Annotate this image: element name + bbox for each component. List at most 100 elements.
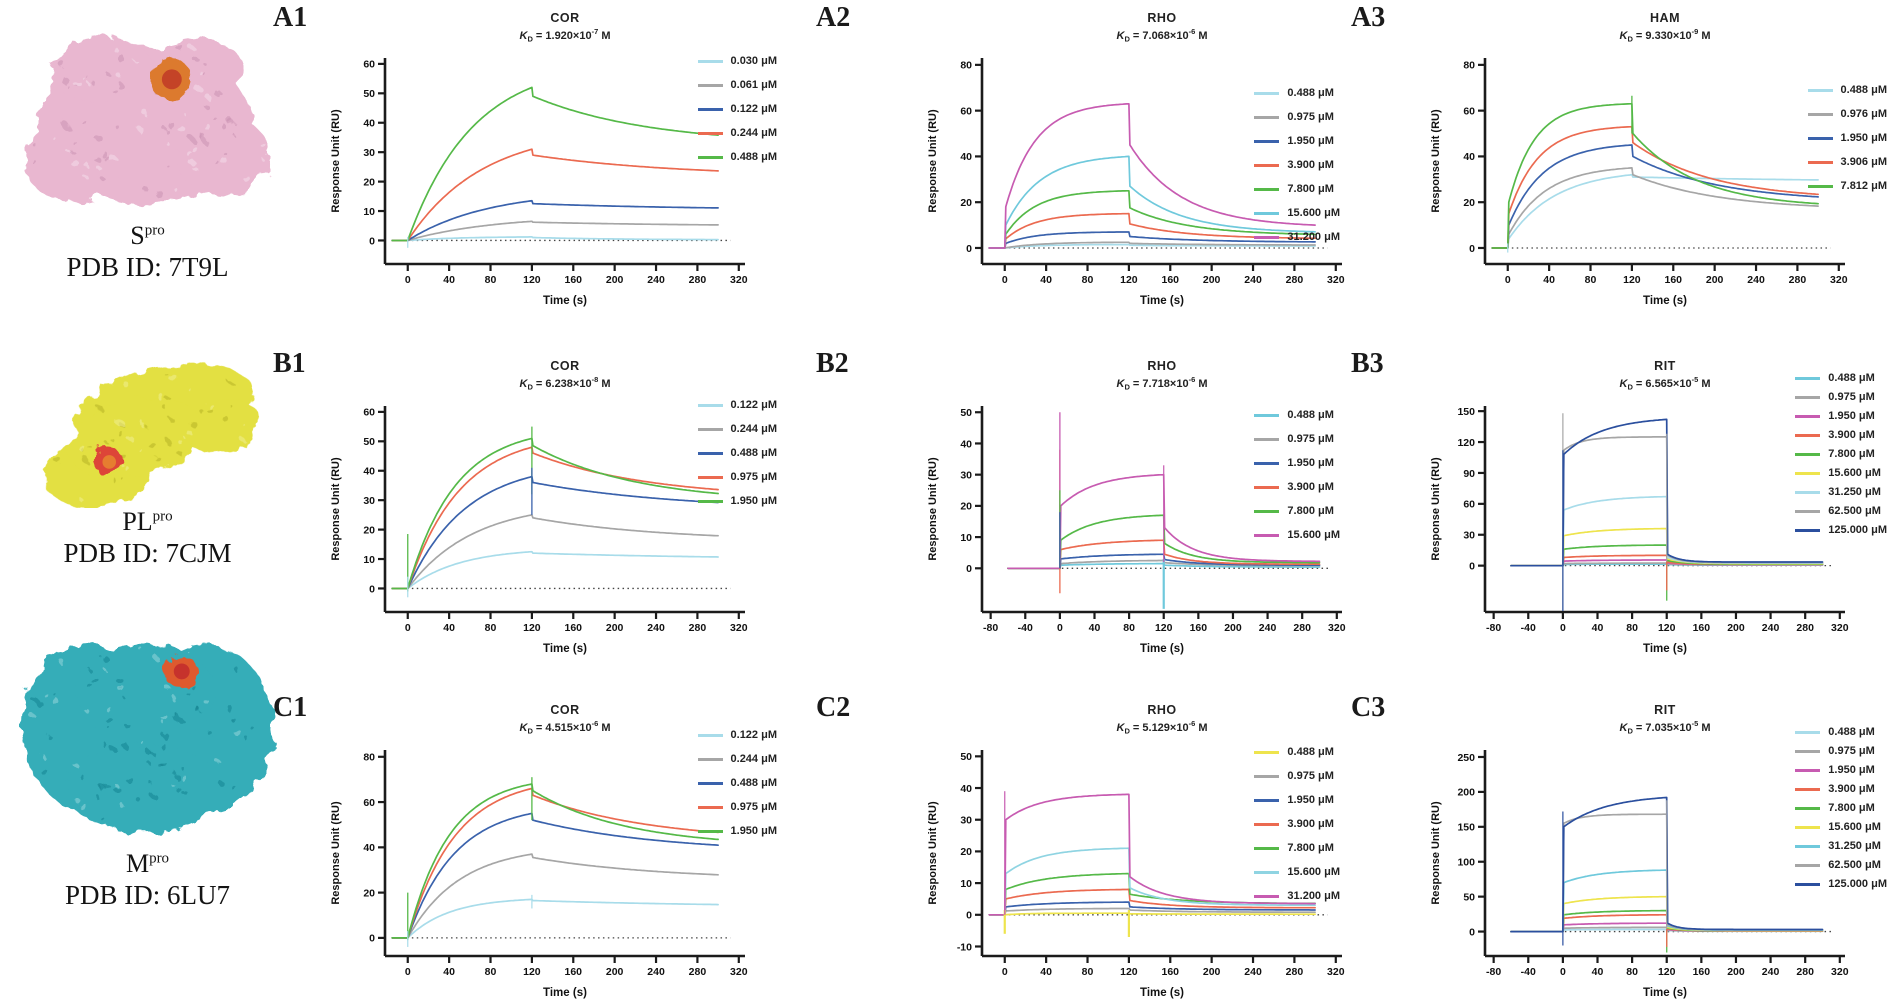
sensorgram-svg: HAM KD = 9.330×10-9 M 0 20 40 60 80 0 40 80 120 160… bbox=[1430, 11, 1848, 307]
legend-item: 0.488 μM bbox=[1254, 410, 1340, 421]
legend-color-swatch bbox=[697, 132, 723, 135]
chart-legend: 0.030 μM 0.061 μM 0.122 μM 0.244 μM 0.488 μM bbox=[697, 55, 777, 176]
legend-color-swatch bbox=[1254, 510, 1280, 513]
chart-title: HAM bbox=[1650, 11, 1680, 25]
y-axis-label: Response Unit (RU) bbox=[1430, 801, 1442, 905]
legend-label: 0.030 μM bbox=[730, 55, 777, 67]
y-tick-label: 30 bbox=[363, 147, 375, 159]
x-tick-label: -80 bbox=[1486, 622, 1501, 634]
legend-item: 7.800 μM bbox=[1254, 506, 1340, 517]
legend-item: 0.030 μM bbox=[697, 55, 777, 67]
sensorgram-curve bbox=[1007, 473, 1321, 570]
sensorgram-panel-a3: A3 HAM KD = 9.330×10-9 M 0 20 40 60 80 0 40 80 120… bbox=[1351, 0, 1899, 318]
legend-item: 125.000 μM bbox=[1795, 525, 1887, 536]
y-tick-label: 10 bbox=[363, 206, 375, 218]
y-axis-label: Response Unit (RU) bbox=[330, 457, 342, 561]
legend-label: 3.900 μM bbox=[1828, 783, 1875, 795]
x-tick-label: 80 bbox=[1082, 274, 1094, 286]
ligand-site bbox=[162, 653, 197, 688]
panel-label: A2 bbox=[816, 2, 851, 33]
legend-color-swatch bbox=[1254, 775, 1280, 778]
chart-legend: 0.488 μM 0.975 μM 1.950 μM 3.900 μM 7.800 μM… bbox=[1795, 727, 1887, 898]
x-tick-label: 0 bbox=[1560, 622, 1566, 634]
x-tick-label: 40 bbox=[1543, 274, 1555, 286]
x-axis-label: Time (s) bbox=[1643, 643, 1687, 655]
sensorgram-panel-b3: B3 RIT KD = 6.565×10-5 M 0 30 60 90 120 150 -80 -… bbox=[1351, 318, 1899, 655]
x-tick-label: 280 bbox=[1796, 622, 1814, 634]
legend-item: 31.250 μM bbox=[1795, 841, 1887, 852]
sensorgram-curve bbox=[391, 437, 719, 590]
sensorgram-curve bbox=[391, 220, 719, 242]
x-axis-label: Time (s) bbox=[543, 295, 587, 307]
y-tick-label: 40 bbox=[960, 151, 972, 163]
x-tick-label: 40 bbox=[1040, 274, 1052, 286]
legend-label: 0.061 μM bbox=[730, 79, 777, 91]
sensorgram-chart: RIT KD = 6.565×10-5 M 0 30 60 90 120 150 -80 -40 0… bbox=[1425, 318, 1899, 663]
ligand-site bbox=[92, 446, 122, 476]
x-tick-label: 160 bbox=[1693, 966, 1711, 978]
legend-label: 15.600 μM bbox=[1287, 207, 1340, 219]
x-tick-label: 80 bbox=[1082, 966, 1094, 978]
legend-item: 0.244 μM bbox=[697, 128, 777, 139]
y-tick-label: 60 bbox=[1463, 499, 1475, 511]
legend-item: 0.976 μM bbox=[1807, 108, 1887, 120]
sensorgram-curve bbox=[988, 847, 1316, 916]
legend-item: 0.488 μM bbox=[1795, 373, 1887, 384]
y-tick-label: 30 bbox=[960, 469, 972, 481]
legend-item: 1.950 μM bbox=[1795, 765, 1887, 776]
x-tick-label: 240 bbox=[1762, 622, 1780, 634]
x-tick-label: -40 bbox=[1521, 622, 1536, 634]
y-tick-label: 60 bbox=[363, 407, 375, 419]
x-tick-label: 320 bbox=[1831, 622, 1849, 634]
legend-item: 0.488 μM bbox=[697, 448, 777, 459]
chart-legend: 0.488 μM 0.976 μM 1.950 μM 3.906 μM 7.812 μM bbox=[1807, 85, 1887, 205]
legend-item: 3.906 μM bbox=[1807, 157, 1887, 168]
sensorgram-curve bbox=[988, 189, 1316, 249]
x-tick-label: 0 bbox=[1560, 966, 1566, 978]
x-tick-label: 280 bbox=[1789, 274, 1807, 286]
y-tick-label: 200 bbox=[1457, 787, 1475, 799]
legend-label: 0.975 μM bbox=[1287, 433, 1334, 445]
chart-title: RIT bbox=[1654, 359, 1676, 373]
legend-color-swatch bbox=[697, 806, 723, 809]
y-axis-label: Response Unit (RU) bbox=[1430, 109, 1442, 213]
sensorgram-panel-c3: C3 RIT KD = 7.035×10-5 M 0 50 100 150 200 250 -8… bbox=[1351, 648, 1899, 1001]
legend-color-swatch bbox=[1254, 895, 1280, 898]
sensorgram-curve bbox=[988, 793, 1316, 916]
legend-color-swatch bbox=[1254, 751, 1280, 754]
legend-color-swatch bbox=[697, 758, 723, 761]
chart-title: COR bbox=[550, 703, 579, 717]
legend-item: 15.600 μM bbox=[1254, 208, 1340, 219]
legend-label: 0.975 μM bbox=[1828, 391, 1875, 403]
legend-item: 0.488 μM bbox=[697, 778, 777, 789]
sensorgram-curve bbox=[1491, 167, 1819, 249]
legend-color-swatch bbox=[1795, 883, 1821, 886]
legend-color-swatch bbox=[697, 428, 723, 431]
x-tick-label: 120 bbox=[523, 966, 541, 978]
legend-item: 3.900 μM bbox=[1254, 482, 1340, 493]
legend-color-swatch bbox=[1795, 731, 1821, 734]
sensorgram-curve bbox=[391, 514, 719, 590]
chart-legend: 0.488 μM 0.975 μM 1.950 μM 3.900 μM 7.800 μM… bbox=[1795, 373, 1887, 544]
legend-label: 0.976 μM bbox=[1840, 108, 1887, 120]
sensorgram-curve bbox=[988, 155, 1316, 249]
legend-color-swatch bbox=[1795, 807, 1821, 810]
y-tick-label: 20 bbox=[363, 524, 375, 536]
y-tick-label: 20 bbox=[960, 501, 972, 513]
legend-item: 62.500 μM bbox=[1795, 506, 1887, 517]
kd-value: KD = 4.515×10-6 M bbox=[519, 719, 610, 736]
sensorgram-chart: RHO KD = 7.068×10-6 M 0 20 40 60 80 0 40 80 120 160… bbox=[922, 0, 1364, 315]
legend-label: 7.812 μM bbox=[1840, 180, 1887, 192]
x-axis-label: Time (s) bbox=[543, 987, 587, 999]
x-tick-label: 280 bbox=[1293, 622, 1311, 634]
legend-item: 0.244 μM bbox=[697, 424, 777, 435]
sensorgram-curve bbox=[391, 783, 719, 939]
legend-item: 15.600 μM bbox=[1795, 468, 1887, 479]
legend-item: 1.950 μM bbox=[1795, 411, 1887, 422]
y-tick-label: 40 bbox=[1463, 151, 1475, 163]
x-tick-label: 240 bbox=[1244, 966, 1262, 978]
legend-label: 31.200 μM bbox=[1287, 231, 1340, 243]
sensorgram-curve bbox=[391, 550, 719, 590]
legend-label: 1.950 μM bbox=[1287, 135, 1334, 147]
